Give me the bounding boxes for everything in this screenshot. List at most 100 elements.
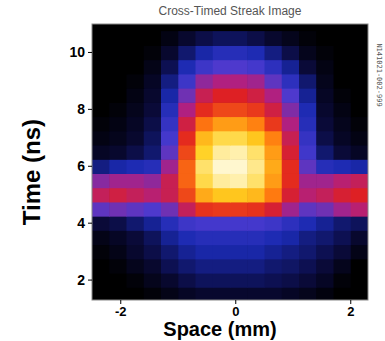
heat-cell bbox=[351, 173, 368, 188]
heat-cell bbox=[127, 216, 145, 231]
heat-cell bbox=[196, 45, 214, 60]
heat-cell bbox=[92, 131, 110, 146]
heat-cell bbox=[178, 245, 196, 260]
heat-cell bbox=[316, 159, 334, 174]
heat-cell bbox=[334, 273, 352, 288]
heat-cell bbox=[109, 287, 127, 300]
heat-cell bbox=[109, 102, 127, 117]
heat-cell bbox=[247, 259, 265, 274]
heat-cell bbox=[178, 74, 196, 89]
heat-cell bbox=[213, 273, 231, 288]
y-tick-label: 2 bbox=[77, 272, 85, 288]
heat-cell bbox=[247, 216, 265, 231]
heat-cell bbox=[127, 159, 145, 174]
heat-cell bbox=[230, 45, 248, 60]
heat-cell bbox=[265, 116, 283, 131]
heat-cell bbox=[351, 88, 368, 103]
heat-cell bbox=[196, 188, 214, 203]
chart: Cross-Timed Streak Image246810-202Space … bbox=[0, 0, 385, 341]
heat-cell bbox=[178, 102, 196, 117]
heat-cell bbox=[196, 131, 214, 146]
heat-cell bbox=[334, 145, 352, 160]
heat-cell bbox=[247, 45, 265, 60]
heat-cell bbox=[282, 60, 300, 75]
heat-cell bbox=[230, 74, 248, 89]
heat-cell bbox=[299, 45, 317, 60]
heat-cell bbox=[213, 230, 231, 245]
heat-cell bbox=[282, 45, 300, 60]
heat-cell bbox=[299, 116, 317, 131]
heat-cell bbox=[299, 173, 317, 188]
heat-cell bbox=[282, 31, 300, 46]
heat-cell bbox=[230, 188, 248, 203]
heat-cell bbox=[196, 259, 214, 274]
heat-cell bbox=[196, 74, 214, 89]
heat-cell bbox=[109, 45, 127, 60]
heat-cell bbox=[230, 245, 248, 260]
heat-cell bbox=[265, 145, 283, 160]
heat-cell bbox=[178, 159, 196, 174]
heat-cell bbox=[161, 245, 179, 260]
heat-cell bbox=[109, 74, 127, 89]
heat-cell bbox=[92, 216, 110, 231]
heat-cell bbox=[247, 60, 265, 75]
heat-cell bbox=[109, 131, 127, 146]
heat-cell bbox=[282, 159, 300, 174]
annotation: N141021-002-999 bbox=[375, 43, 383, 106]
heat-cell bbox=[213, 31, 231, 46]
heat-cell bbox=[334, 188, 352, 203]
plot-background bbox=[92, 24, 368, 300]
heat-cell bbox=[178, 88, 196, 103]
heat-cell bbox=[213, 102, 231, 117]
heat-cell bbox=[299, 88, 317, 103]
heat-cell bbox=[299, 74, 317, 89]
heat-cell bbox=[161, 202, 179, 217]
heat-cell bbox=[265, 245, 283, 260]
heat-cell bbox=[161, 216, 179, 231]
heat-cell bbox=[334, 45, 352, 60]
heat-cell bbox=[144, 259, 162, 274]
heat-cell bbox=[109, 88, 127, 103]
heat-cell bbox=[282, 273, 300, 288]
heat-cell bbox=[196, 116, 214, 131]
heat-cell bbox=[196, 287, 214, 300]
heat-cell bbox=[265, 31, 283, 46]
heat-cell bbox=[92, 159, 110, 174]
heat-cell bbox=[230, 145, 248, 160]
heat-cell bbox=[109, 31, 127, 46]
heat-cell bbox=[92, 188, 110, 203]
heat-cell bbox=[265, 102, 283, 117]
heat-cell bbox=[144, 273, 162, 288]
heat-cell bbox=[299, 202, 317, 217]
heat-cell bbox=[282, 116, 300, 131]
heat-cell bbox=[161, 116, 179, 131]
heat-cell bbox=[299, 216, 317, 231]
heat-cell bbox=[230, 273, 248, 288]
heat-cell bbox=[316, 60, 334, 75]
y-tick-label: 10 bbox=[69, 44, 85, 60]
heat-cell bbox=[351, 45, 368, 60]
y-tick-label: 8 bbox=[77, 101, 85, 117]
heat-cell bbox=[109, 188, 127, 203]
heat-cell bbox=[196, 31, 214, 46]
heat-cell bbox=[92, 173, 110, 188]
y-tick bbox=[88, 280, 92, 281]
heat-cell bbox=[127, 60, 145, 75]
heat-cell bbox=[247, 131, 265, 146]
heat-cell bbox=[265, 188, 283, 203]
heat-cell bbox=[265, 216, 283, 231]
heat-cell bbox=[92, 60, 110, 75]
heat-cell bbox=[230, 131, 248, 146]
heat-cell bbox=[299, 159, 317, 174]
heat-cell bbox=[247, 145, 265, 160]
heat-cell bbox=[213, 60, 231, 75]
heat-cell bbox=[161, 230, 179, 245]
heat-cell bbox=[351, 116, 368, 131]
heat-cell bbox=[127, 88, 145, 103]
y-axis-label: Time (ns) bbox=[18, 119, 45, 225]
heat-cell bbox=[316, 116, 334, 131]
heat-cell bbox=[144, 216, 162, 231]
heat-cell bbox=[92, 245, 110, 260]
heat-cell bbox=[334, 60, 352, 75]
heat-cell bbox=[265, 60, 283, 75]
